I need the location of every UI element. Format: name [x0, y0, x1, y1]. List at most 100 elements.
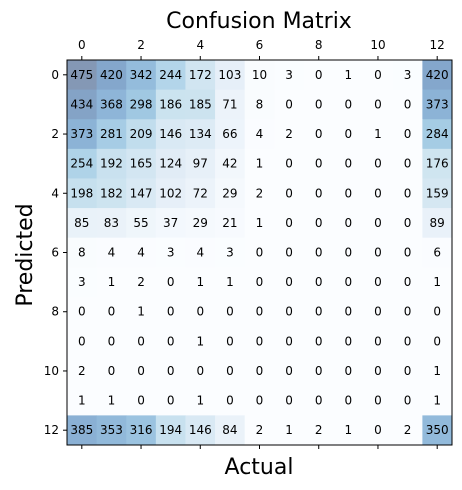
heatmap-cell [185, 356, 216, 387]
cell-value: 1 [285, 423, 293, 437]
cell-value: 0 [315, 186, 323, 200]
heatmap-cell [422, 89, 453, 120]
cell-value: 0 [315, 127, 323, 141]
heatmap-cell [96, 148, 127, 179]
heatmap-cell [363, 356, 394, 387]
cell-value: 0 [285, 246, 293, 260]
heatmap-cell [363, 119, 394, 150]
cell-value: 1 [78, 394, 86, 408]
heatmap-cell [422, 237, 453, 268]
heatmap-cell [363, 296, 394, 327]
cell-value: 0 [345, 97, 353, 111]
cell-value: 0 [78, 334, 86, 348]
heatmap-cell [333, 326, 364, 357]
heatmap-cell [333, 119, 364, 150]
cell-value: 0 [108, 305, 116, 319]
heatmap-cell [126, 60, 157, 91]
heatmap-cell [155, 60, 186, 91]
cell-value: 89 [430, 216, 445, 230]
heatmap-cell [303, 178, 334, 209]
heatmap-cell [126, 237, 157, 268]
cell-value: 0 [404, 127, 412, 141]
heatmap-cell [363, 89, 394, 120]
cell-value: 0 [345, 216, 353, 230]
cell-value: 284 [426, 127, 449, 141]
cell-value: 281 [100, 127, 123, 141]
heatmap-cell [215, 89, 246, 120]
heatmap-cell [422, 208, 453, 239]
cell-value: 72 [193, 186, 208, 200]
cell-value: 0 [374, 364, 382, 378]
heatmap-cell [215, 385, 246, 416]
heatmap-cell [333, 267, 364, 298]
heatmap-cell [67, 356, 98, 387]
heatmap-cell [392, 267, 423, 298]
heatmap-cell [67, 208, 98, 239]
heatmap-cell [363, 415, 394, 446]
cell-value: 0 [345, 246, 353, 260]
heatmap-cell [185, 296, 216, 327]
cell-value: 182 [100, 186, 123, 200]
cell-value: 434 [70, 97, 93, 111]
cell-value: 0 [315, 394, 323, 408]
heatmap-cell [67, 178, 98, 209]
heatmap-cell [96, 296, 127, 327]
heatmap-cell [333, 385, 364, 416]
cell-value: 0 [374, 275, 382, 289]
heatmap-cell [303, 415, 334, 446]
heatmap-cell [215, 296, 246, 327]
cell-value: 0 [374, 305, 382, 319]
cell-value: 4 [196, 246, 204, 260]
cell-value: 368 [100, 97, 123, 111]
heatmap-cell [244, 208, 275, 239]
heatmap-cell [96, 119, 127, 150]
cell-value: 1 [108, 275, 116, 289]
heatmap-cell [392, 178, 423, 209]
heatmap-cell [67, 237, 98, 268]
cell-value: 0 [196, 305, 204, 319]
heatmap-cell [244, 148, 275, 179]
cell-value: 165 [130, 157, 153, 171]
cell-value: 0 [256, 394, 264, 408]
heatmap-cell [96, 208, 127, 239]
heatmap-cell [155, 89, 186, 120]
cell-value: 0 [374, 157, 382, 171]
heatmap-cell [244, 119, 275, 150]
heatmap-cell [215, 208, 246, 239]
cell-value: 0 [226, 364, 234, 378]
cell-value: 0 [137, 334, 145, 348]
cell-value: 0 [374, 423, 382, 437]
heatmap-cell [244, 237, 275, 268]
cell-value: 0 [404, 216, 412, 230]
cell-value: 0 [345, 364, 353, 378]
cell-value: 0 [256, 364, 264, 378]
heatmap-cell [363, 208, 394, 239]
heatmap-cell [392, 356, 423, 387]
heatmap-cell [155, 237, 186, 268]
heatmap-cell [126, 89, 157, 120]
cell-value: 350 [426, 423, 449, 437]
cell-value: 0 [196, 364, 204, 378]
heatmap-cell [96, 178, 127, 209]
heatmap-cell [96, 385, 127, 416]
cell-value: 0 [226, 394, 234, 408]
cell-value: 172 [189, 68, 212, 82]
heatmap-cell [185, 119, 216, 150]
cell-value: 1 [196, 334, 204, 348]
cell-value: 0 [404, 186, 412, 200]
heatmap-cell [126, 178, 157, 209]
cell-value: 71 [222, 97, 237, 111]
x-tick-label: 12 [430, 38, 445, 52]
heatmap-cell [422, 326, 453, 357]
heatmap-cell [126, 208, 157, 239]
heatmap-cell [215, 237, 246, 268]
heatmap-cell [96, 326, 127, 357]
heatmap-cell [392, 237, 423, 268]
cell-value: 420 [100, 68, 123, 82]
heatmap-cell [155, 415, 186, 446]
heatmap-cell [215, 148, 246, 179]
heatmap-cell [215, 178, 246, 209]
x-axis-label: Actual [225, 455, 294, 480]
cell-value: 198 [70, 186, 93, 200]
cell-value: 0 [345, 157, 353, 171]
